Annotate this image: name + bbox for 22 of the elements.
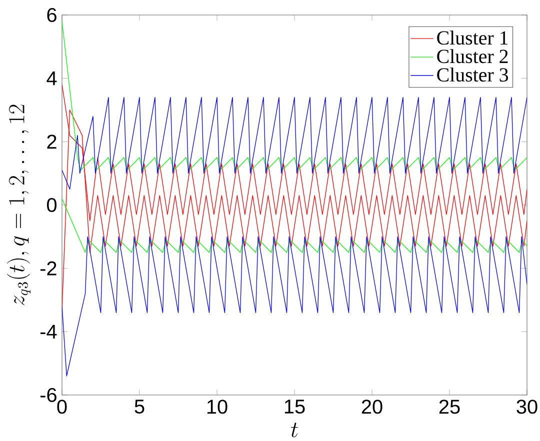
y-tick-label: -4	[40, 324, 57, 339]
y-tick-label: 6	[47, 8, 56, 22]
x-tick-label: 15	[284, 400, 305, 414]
x-tick-label: 30	[516, 400, 538, 414]
line-series	[62, 236, 528, 376]
legend-label: Cluster 2	[437, 49, 508, 64]
y-axis-title: $z_{q3}(t), q = 1, 2, \ldots, 12$	[7, 104, 30, 306]
line-series	[62, 198, 528, 253]
y-tick-label: -2	[40, 261, 56, 276]
x-axis-title: $t$	[290, 422, 298, 438]
y-tick-label: 0	[46, 198, 57, 212]
y-tick-label: -6	[40, 388, 56, 402]
x-tick-label: 20	[362, 400, 382, 414]
x-tick-label: 5	[134, 400, 144, 414]
legend-label: Cluster 3	[437, 68, 508, 82]
x-tick-label: 10	[207, 400, 228, 414]
line-series	[62, 97, 528, 190]
y-tick-label: 2	[47, 134, 56, 149]
x-tick-label: 0	[57, 400, 67, 414]
legend-label: Cluster 1	[437, 30, 508, 45]
y-tick-label: 4	[46, 71, 57, 86]
x-tick-label: 25	[439, 400, 460, 414]
